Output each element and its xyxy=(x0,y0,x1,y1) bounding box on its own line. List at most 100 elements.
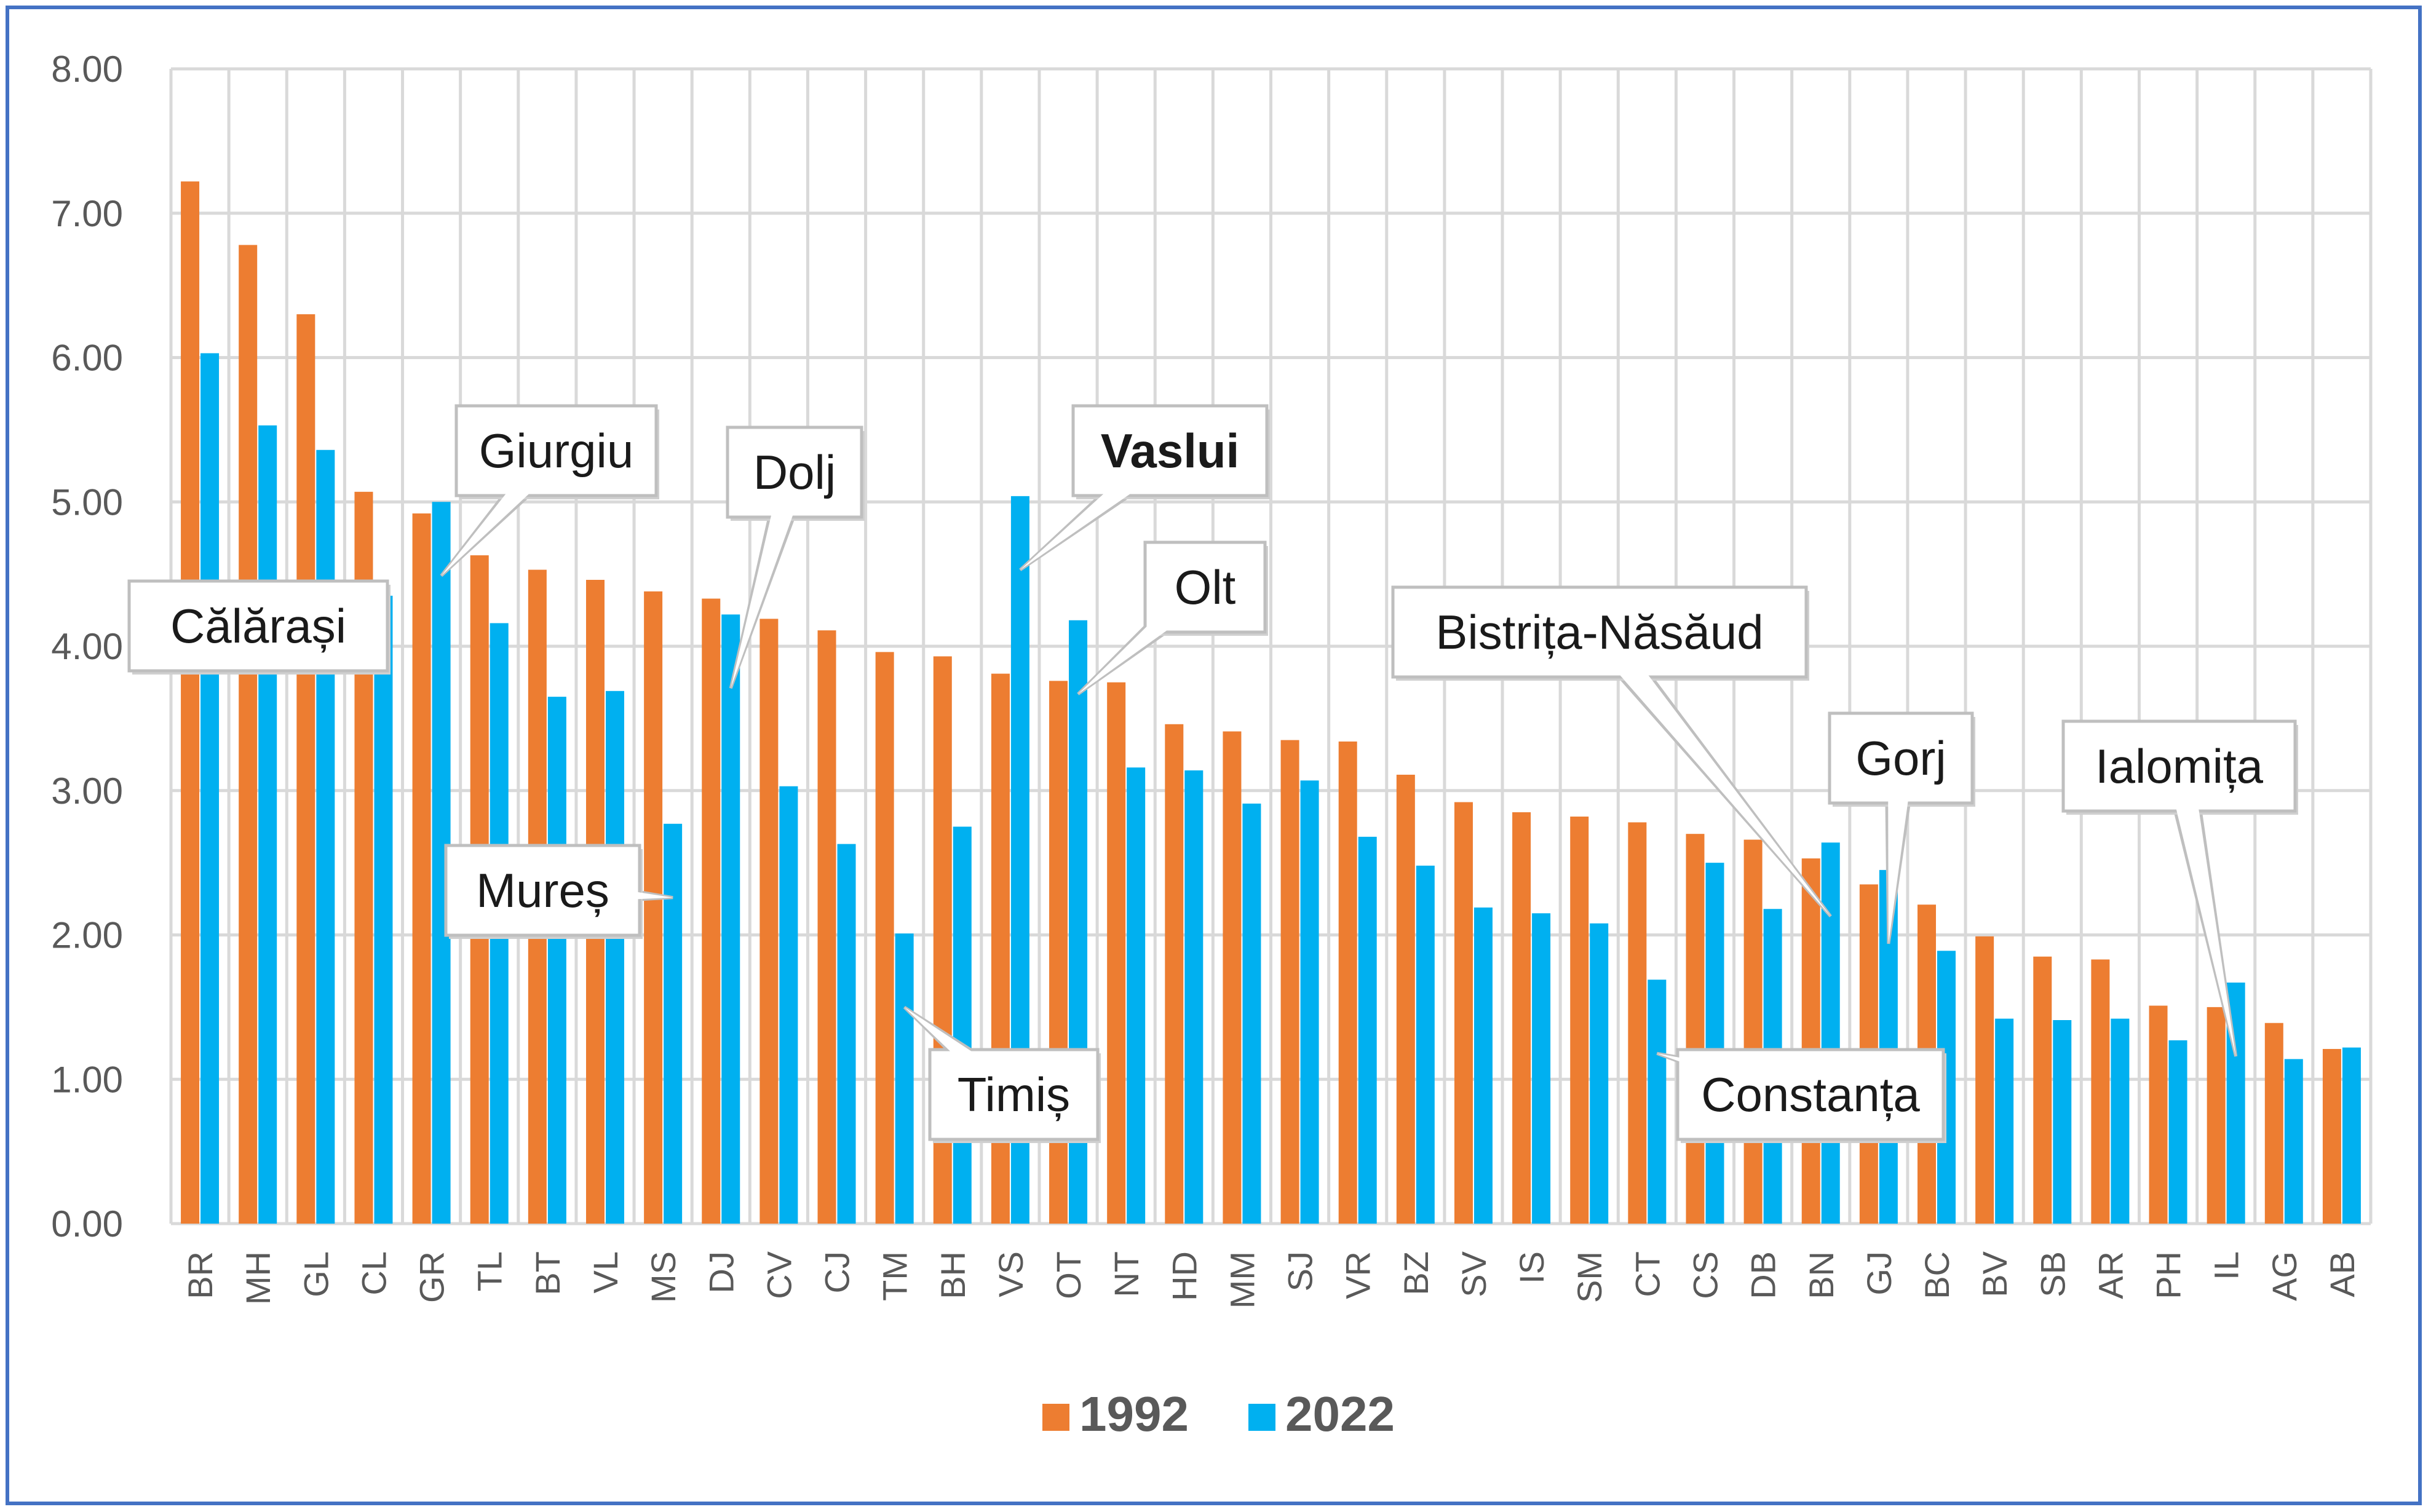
x-tick-label: BN xyxy=(1802,1251,1841,1299)
y-tick-label: 6.00 xyxy=(51,338,123,379)
y-tick-label: 5.00 xyxy=(51,481,123,523)
bar-1992-IS xyxy=(1512,812,1531,1224)
x-tick-label: MM xyxy=(1223,1251,1261,1308)
bar-1992-CT xyxy=(1628,822,1647,1224)
bar-1992-GR xyxy=(412,513,431,1224)
bar-2022-MH xyxy=(258,425,277,1224)
legend-item-1992: 1992 xyxy=(1042,1387,1189,1441)
bar-2022-BT xyxy=(547,697,566,1224)
x-tick-label: BH xyxy=(934,1251,972,1299)
callout-label: Bistrița-Năsăud xyxy=(1435,605,1763,659)
x-tick-label: AR xyxy=(2091,1251,2130,1299)
x-tick-label: HD xyxy=(1165,1251,1204,1301)
x-tick-label: BT xyxy=(528,1251,567,1296)
legend-swatch xyxy=(1042,1404,1069,1431)
bar-2022-BN xyxy=(1821,842,1840,1224)
callout-pointer-fill xyxy=(441,441,566,576)
callout-box xyxy=(1391,585,1808,679)
callout-pointer-fill xyxy=(1888,757,1914,944)
bar-2022-TM xyxy=(895,933,914,1224)
callout-CT: Constanța xyxy=(1656,1048,1946,1143)
bar-2022-BR xyxy=(200,353,220,1224)
bar-2022-HD xyxy=(1184,770,1204,1224)
bar-1992-CJ xyxy=(817,630,836,1224)
callout-pointer-fill xyxy=(731,469,807,689)
x-tick-label: IL xyxy=(2207,1251,2246,1280)
bar-2022-PH xyxy=(2168,1040,2187,1224)
x-tick-label: VR xyxy=(1339,1251,1378,1299)
callout-pointer-fill xyxy=(542,877,673,903)
bar-2022-MS xyxy=(664,823,683,1224)
x-tick-label: IS xyxy=(1512,1251,1551,1284)
callout-label: Gorj xyxy=(1855,731,1946,785)
bar-1992-PH xyxy=(2149,1005,2168,1224)
bars xyxy=(181,181,2361,1224)
callout-label: Dolj xyxy=(753,445,836,499)
x-tick-label: BV xyxy=(1975,1251,2014,1297)
bar-1992-AB xyxy=(2322,1048,2341,1224)
callout-label: Giurgiu xyxy=(479,424,633,478)
y-axis-tick-labels: 0.00 1.00 2.00 3.00 4.00 5.00 6.00 7.00 8.00 xyxy=(51,49,123,1245)
x-tick-label: AB xyxy=(2323,1251,2362,1297)
bar-1992-BR xyxy=(181,181,200,1224)
callout-pointer-fill xyxy=(1078,577,1214,694)
callout-GJ: Gorj xyxy=(1828,711,1975,944)
bar-1992-BV xyxy=(1975,936,1994,1224)
x-tick-label: AG xyxy=(2265,1251,2304,1301)
callout-IL: Ialomița xyxy=(2061,719,2298,1057)
x-axis-tick-labels: BR MH GL CL GR TL BT VL MS DJ CV CJ TM BH VS OT NT HD MM SJ… xyxy=(181,1251,2362,1308)
bar-2022-AB xyxy=(2342,1047,2361,1224)
callout-label: Mureș xyxy=(476,863,609,917)
callout-CL: Călărași xyxy=(127,579,391,675)
x-tick-label: VL xyxy=(586,1251,625,1294)
callout-pointer-fill xyxy=(1020,440,1178,570)
x-tick-label: BZ xyxy=(1397,1251,1435,1296)
x-tick-label: DJ xyxy=(702,1251,740,1293)
callout-label: Olt xyxy=(1175,560,1236,614)
x-tick-label: CT xyxy=(1628,1251,1667,1297)
bar-2022-IS xyxy=(1532,913,1551,1224)
callout-pointer-fill xyxy=(1657,1053,1814,1107)
bar-1992-AR xyxy=(2091,959,2110,1224)
x-tick-label: TL xyxy=(470,1251,509,1291)
bar-1992-GL xyxy=(296,314,315,1224)
x-tick-label: BC xyxy=(1917,1251,1956,1299)
bar-2022-BZ xyxy=(1416,865,1435,1224)
bar-1992-VR xyxy=(1338,741,1357,1224)
callout-box xyxy=(928,1048,1100,1141)
x-tick-label: SJ xyxy=(1281,1251,1320,1291)
x-tick-label: DB xyxy=(1744,1251,1783,1299)
bar-2022-CT xyxy=(1648,980,1667,1224)
callout-label: Vaslui xyxy=(1101,424,1239,478)
bar-1992-MS xyxy=(644,591,663,1224)
bar-1992-TM xyxy=(875,652,894,1224)
bar-2022-AG xyxy=(2284,1059,2303,1224)
bar-2022-BH xyxy=(953,826,972,1224)
x-tick-label: NT xyxy=(1107,1251,1146,1297)
bar-1992-CV xyxy=(759,619,779,1224)
bar-2022-MM xyxy=(1242,803,1261,1224)
bar-2022-GL xyxy=(316,449,335,1224)
legend-swatch xyxy=(1248,1404,1275,1431)
callout-pointer-fill xyxy=(1589,623,1831,917)
legend-label: 1992 xyxy=(1079,1387,1189,1441)
bar-2022-CS xyxy=(1705,863,1724,1224)
callout-label: Ialomița xyxy=(2095,739,2264,793)
bar-2022-CV xyxy=(779,786,798,1224)
callout-label: Călărași xyxy=(170,599,346,653)
callout-label: Constanța xyxy=(1701,1067,1920,1122)
y-tick-label: 3.00 xyxy=(51,770,123,812)
y-tick-label: 2.00 xyxy=(51,915,123,956)
bar-1992-NT xyxy=(1107,682,1126,1224)
bar-1992-DB xyxy=(1743,839,1763,1224)
bar-2022-SB xyxy=(2053,1020,2072,1224)
legend-item-2022: 2022 xyxy=(1248,1387,1395,1441)
x-tick-label: GJ xyxy=(1860,1251,1898,1296)
bar-1992-BN xyxy=(1801,858,1820,1224)
bar-2022-BV xyxy=(1995,1018,2014,1224)
x-tick-label: CJ xyxy=(818,1251,857,1293)
x-tick-label: OT xyxy=(1049,1251,1088,1299)
bar-2022-AR xyxy=(2111,1018,2130,1224)
bar-1992-IL xyxy=(2207,1007,2226,1224)
